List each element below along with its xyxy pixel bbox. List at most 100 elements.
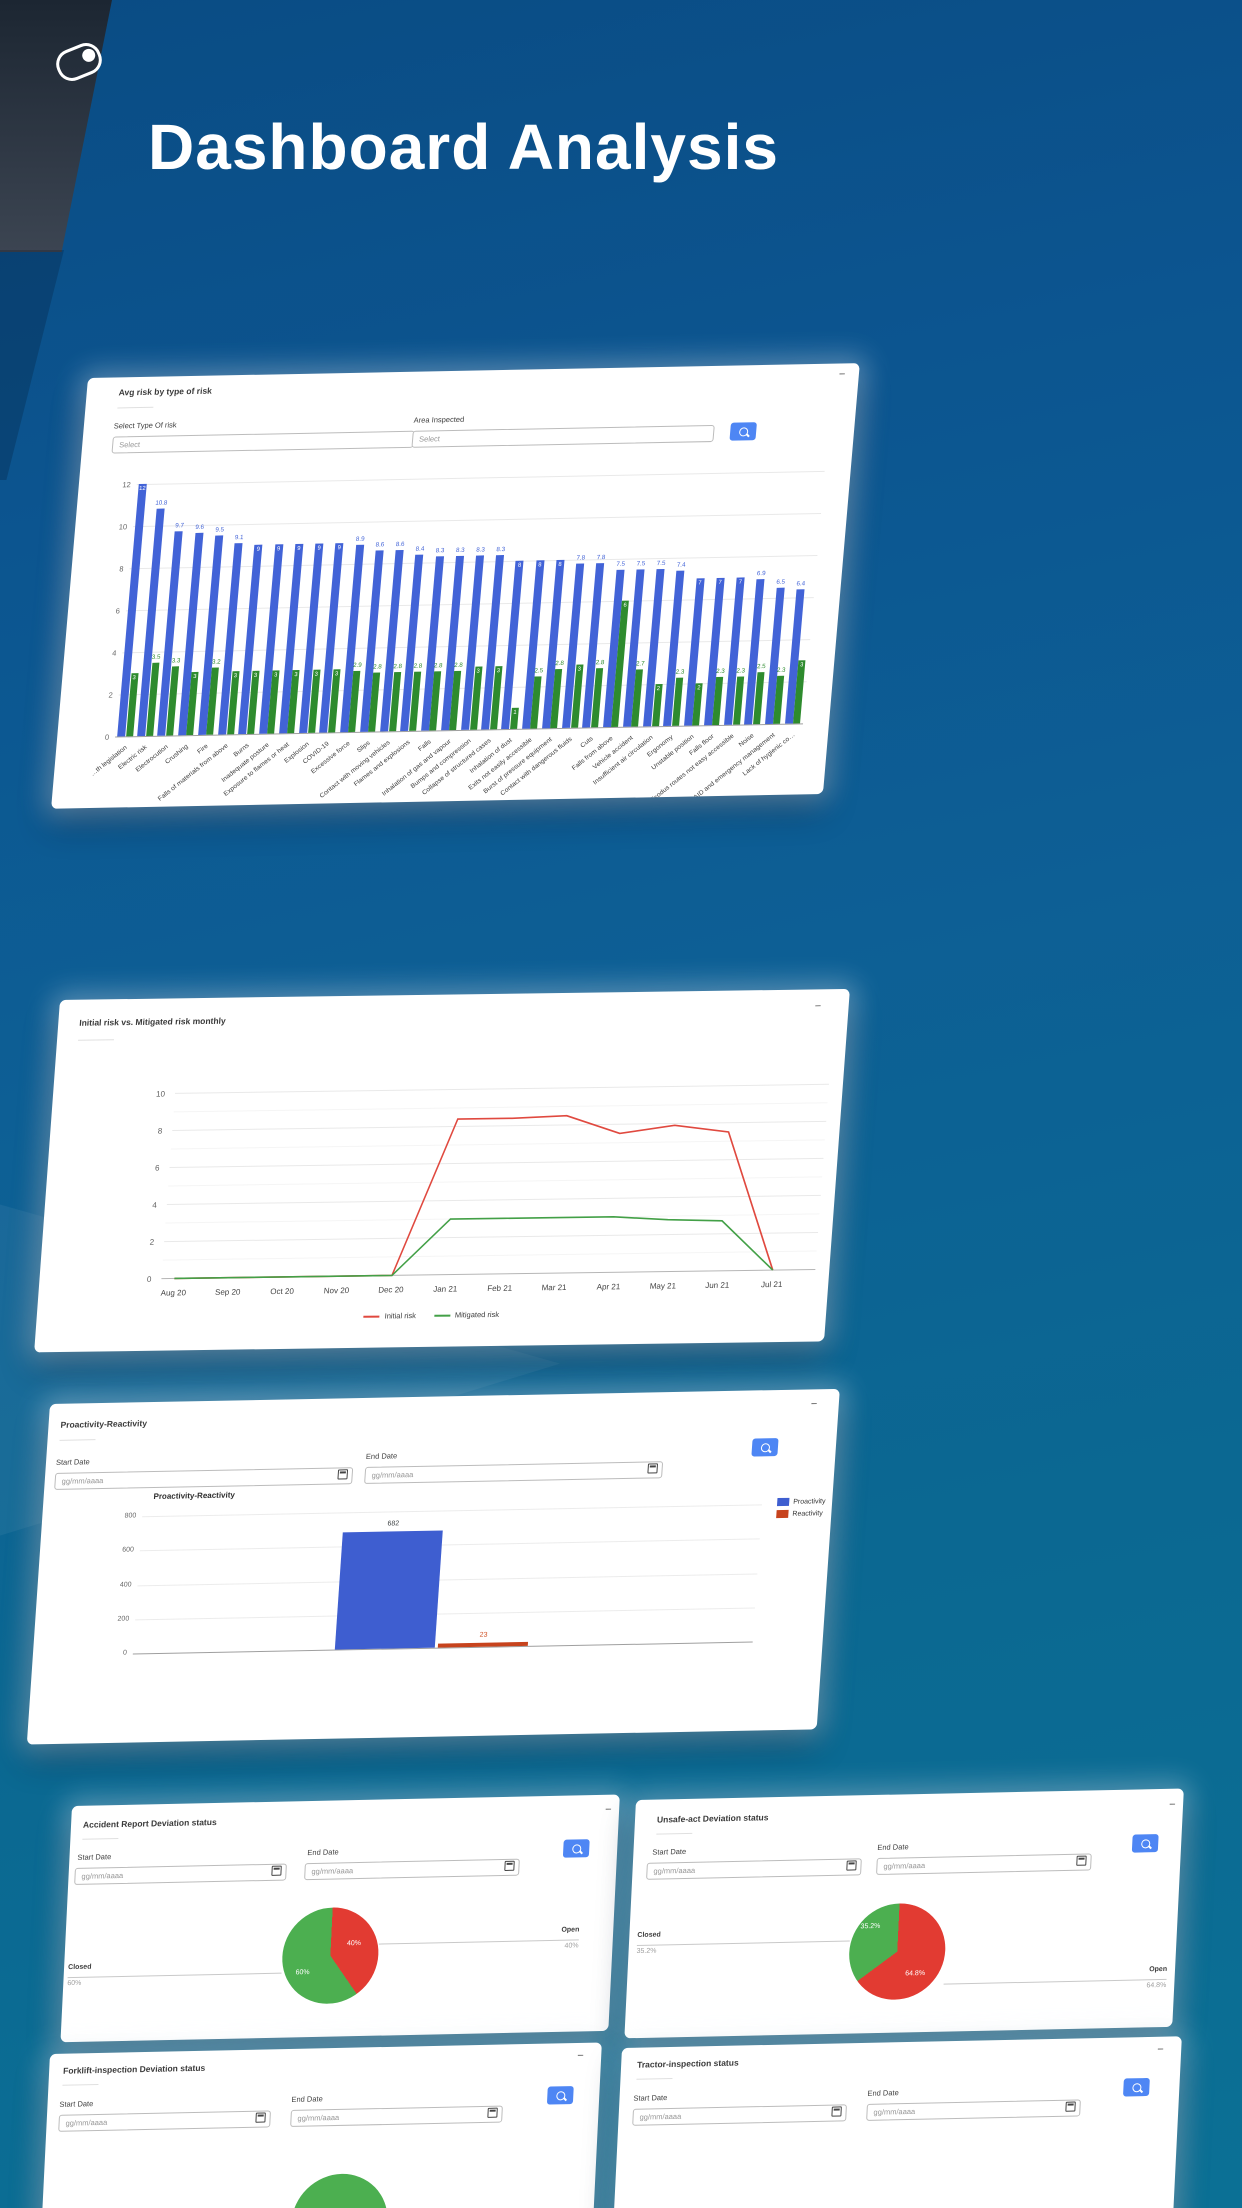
calendar-icon[interactable] [1076, 1855, 1087, 1866]
reactivity-swatch [776, 1509, 789, 1519]
search-button[interactable] [1131, 1834, 1159, 1853]
legend-label: Reactivity [792, 1509, 823, 1518]
pro-gridline [135, 1607, 756, 1621]
panel-title: Avg risk by type of risk [118, 385, 213, 398]
panel-title: Accident Report Deviation status [82, 1816, 217, 1830]
bar-value-label: 3 [132, 674, 137, 681]
bar-value-label: 6 [623, 602, 628, 609]
start-date-field[interactable] [58, 2108, 271, 2132]
search-button[interactable] [751, 1438, 779, 1457]
monthly-y-tick-label: 8 [157, 1127, 163, 1136]
monthly-x-tick-label: Jan 21 [433, 1284, 458, 1293]
bar-value-label: 6.9 [756, 570, 766, 578]
proactivity-legend: Proactivity Reactivity [776, 1497, 826, 1522]
calendar-icon[interactable] [271, 1865, 282, 1876]
end-date-label: End Date [365, 1451, 398, 1461]
end-date-input[interactable] [304, 1858, 520, 1881]
start-date-input[interactable] [54, 1467, 354, 1490]
calendar-icon[interactable] [255, 2112, 266, 2123]
pie-slice-value: 64.8% [904, 1969, 926, 1978]
panel-tractor-inspection: Tractor-inspection status − Start Date E… [610, 2036, 1182, 2208]
open-callout-value: 40% [564, 1942, 579, 1950]
type-of-risk-input[interactable] [111, 430, 415, 454]
end-date-field[interactable] [304, 1857, 520, 1881]
proactivity-bar-chart: 0 200 400 600 800 682 23 [117, 1504, 763, 1657]
area-inspected-select[interactable] [411, 423, 715, 448]
start-date-field[interactable] [632, 2102, 847, 2126]
pro-gridline [137, 1572, 758, 1586]
unsafe-act-status-pie [846, 1902, 948, 2001]
bar-value-label: 9 [276, 545, 281, 552]
panel-title: Proactivity-Reactivity [60, 1418, 148, 1430]
monthly-y-tick-label: 4 [152, 1201, 158, 1210]
end-date-label: End Date [867, 2088, 899, 2098]
start-date-input[interactable] [632, 2104, 847, 2126]
start-date-field[interactable] [646, 1856, 862, 1880]
collapse-button[interactable]: − [1168, 1798, 1176, 1811]
monthly-x-tick-label: Nov 20 [324, 1286, 351, 1295]
end-date-label: End Date [877, 1842, 909, 1852]
bar-value-label: 10.8 [155, 499, 168, 507]
avg-y-tick-label: 8 [118, 564, 124, 574]
end-date-input[interactable] [876, 1853, 1092, 1875]
collapse-button[interactable]: − [576, 2049, 584, 2062]
end-date-input[interactable] [364, 1461, 664, 1484]
collapse-button[interactable]: − [1156, 2043, 1164, 2056]
calendar-icon[interactable] [1065, 2101, 1076, 2112]
end-date-field[interactable] [876, 1851, 1092, 1875]
start-date-input[interactable] [74, 1863, 287, 1885]
collapse-button[interactable]: − [838, 368, 846, 381]
calendar-icon[interactable] [846, 1860, 857, 1871]
start-date-label: Start Date [59, 2099, 94, 2109]
calendar-icon[interactable] [831, 2106, 842, 2117]
calendar-icon[interactable] [487, 2107, 498, 2118]
calendar-icon[interactable] [504, 1860, 515, 1871]
search-button[interactable] [562, 1839, 590, 1858]
legend-label: Mitigated risk [454, 1309, 500, 1320]
monthly-x-tick-label: Sep 20 [215, 1288, 242, 1297]
corner-dark-shadow [0, 250, 64, 480]
bar-value-label: 9.1 [234, 533, 244, 542]
start-date-input[interactable] [58, 2110, 271, 2132]
bar-value-label: 2 [696, 684, 701, 691]
avg-y-tick-label: 10 [118, 522, 128, 532]
search-button[interactable] [546, 2086, 574, 2105]
bar-value-label: 9 [337, 544, 342, 551]
monthly-gridline [172, 1120, 827, 1131]
panel-avg-risk: Avg risk by type of risk − Select Type O… [51, 363, 860, 809]
monthly-y-tick-label: 0 [147, 1275, 153, 1284]
start-date-field[interactable] [74, 1862, 287, 1885]
type-of-risk-select[interactable] [111, 429, 415, 454]
avg-gridline [136, 470, 825, 486]
panel-title: Forklift-inspection Deviation status [62, 2062, 206, 2076]
end-date-input[interactable] [866, 2099, 1081, 2121]
monthly-y-tick-label: 10 [156, 1090, 166, 1099]
area-inspected-input[interactable] [411, 424, 715, 448]
legend-item-initial-risk: Initial risk [363, 1311, 416, 1321]
collapse-button[interactable]: − [814, 1000, 822, 1013]
start-date-input[interactable] [646, 1858, 862, 1880]
calendar-icon[interactable] [647, 1463, 659, 1474]
title-divider [62, 2083, 99, 2086]
monthly-x-tick-label: Oct 20 [270, 1287, 295, 1296]
end-date-label: End Date [307, 1847, 339, 1858]
start-date-field[interactable] [54, 1465, 354, 1490]
bar-value-label: 3 [799, 661, 804, 668]
monthly-x-tick-label: Apr 21 [596, 1282, 621, 1291]
bar-value-label: 7 [697, 579, 702, 586]
monthly-x-tick-label: May 21 [649, 1281, 676, 1290]
end-date-field[interactable] [290, 2104, 503, 2127]
end-date-field[interactable] [364, 1459, 664, 1484]
monthly-gridline [164, 1231, 819, 1243]
calendar-icon[interactable] [337, 1469, 349, 1480]
end-date-input[interactable] [290, 2105, 503, 2127]
collapse-button[interactable]: − [604, 1803, 612, 1816]
search-icon [1131, 2082, 1142, 2092]
initial-risk-line-swatch [363, 1315, 380, 1318]
collapse-button[interactable]: − [810, 1398, 818, 1411]
search-button[interactable] [1123, 2077, 1150, 2097]
end-date-field[interactable] [866, 2097, 1081, 2121]
monthly-x-tick-label: Aug 20 [160, 1288, 187, 1297]
title-divider [117, 406, 154, 409]
search-button[interactable] [729, 422, 757, 441]
